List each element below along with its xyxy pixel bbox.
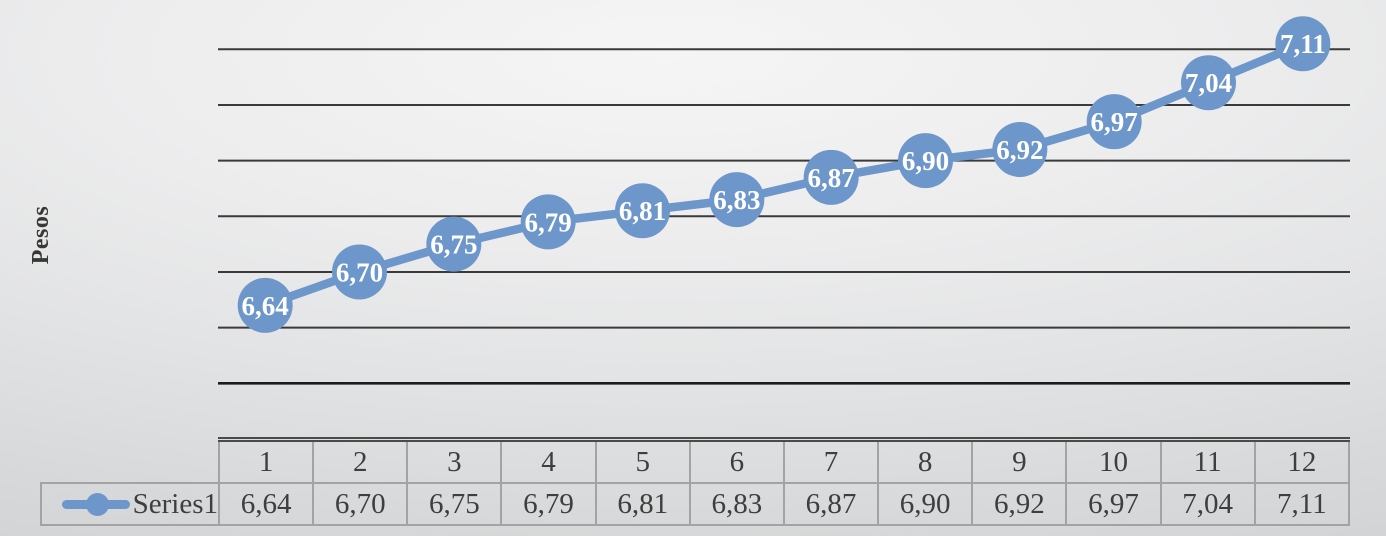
value-cell: 6,87 [782,482,880,526]
category-cell: 9 [971,437,1068,484]
category-cell: 4 [500,437,597,484]
data-point-marker [332,244,387,300]
data-point-marker [1086,94,1142,150]
category-cell: 8 [877,437,974,484]
value-cell: 6,64 [217,482,315,526]
line-marker-legend-icon [61,492,130,516]
category-cell: 5 [594,437,691,484]
data-point-marker [1275,16,1331,72]
value-cell: 6,92 [971,482,1068,526]
data-point-label: 6,83 [713,185,760,215]
data-point-label: 6,75 [430,230,477,260]
table-header-row: 1 2 3 4 5 6 7 8 9 10 11 12 [41,437,1351,484]
data-point-marker [426,216,482,272]
line-chart-plot: 6,64 6,70 6,75 6,79 6,81 6,83 6,87 6,90 6,92 6,97… [218,16,1350,385]
legend-marker-swatch [85,492,109,516]
value-cell: 7,11 [1253,482,1351,526]
data-point-label: 7,11 [1280,29,1326,59]
value-cell: 6,70 [312,482,409,526]
category-cell: 2 [312,437,409,484]
data-point-marker [237,277,293,333]
data-point-label: 6,90 [902,146,949,176]
category-cell: 12 [1253,437,1351,484]
data-point-marker [992,122,1048,177]
category-cell: 6 [688,437,785,484]
value-cell: 6,83 [688,482,785,526]
table-value-row: Series1 6,64 6,70 6,75 6,79 6,81 6,83 6,… [40,482,1351,526]
series-line [260,39,1308,310]
data-point-marker [803,149,859,205]
value-cell: 6,90 [877,482,974,526]
category-cell: 3 [406,437,503,484]
category-cell: 11 [1159,437,1256,484]
data-point-marker [898,133,953,189]
data-point-label: 6,79 [525,207,572,237]
data-point-label: 6,64 [242,291,289,321]
legend-entry: Series1 [42,488,218,521]
data-point-label: 6,87 [808,163,855,193]
table-corner-cell [41,440,219,484]
legend-series-label: Series1 [132,487,218,520]
value-cell: 6,79 [500,482,597,526]
value-cell: 6,81 [594,482,691,526]
category-cell: 10 [1065,437,1162,484]
data-point-marker [520,194,576,250]
value-cell: 7,04 [1159,482,1256,526]
legend-key: Series1 [40,482,220,526]
data-point-label: 6,70 [336,257,383,287]
category-cell: 7 [782,437,880,484]
data-point-label: 7,04 [1185,68,1232,98]
data-point-marker [709,172,765,228]
data-point-label: 6,81 [619,196,666,226]
value-cell: 6,97 [1065,482,1162,526]
data-point-marker [1181,55,1236,111]
data-table: 1 2 3 4 5 6 7 8 9 10 11 12 Series1 [40,437,1351,526]
data-point-label: 6,92 [996,135,1043,165]
category-cell: 1 [217,437,315,484]
value-cell: 6,75 [406,482,503,526]
data-point-marker [615,183,670,239]
data-point-label: 6,97 [1091,107,1138,137]
